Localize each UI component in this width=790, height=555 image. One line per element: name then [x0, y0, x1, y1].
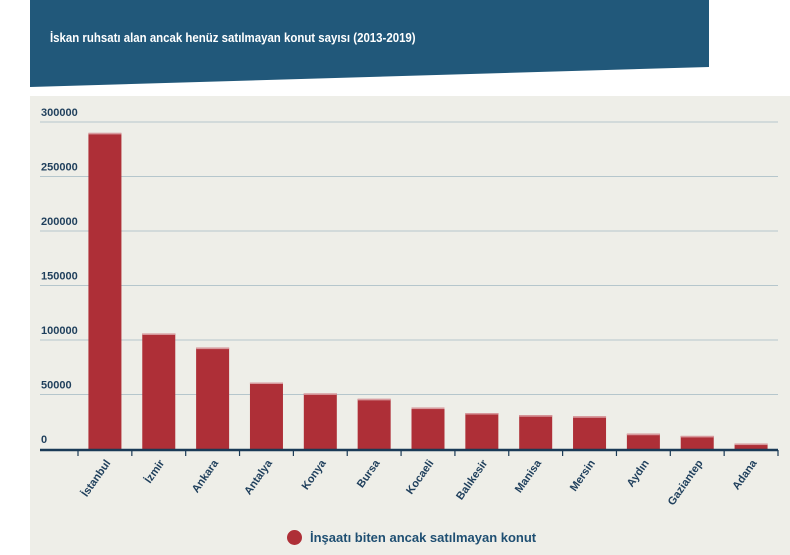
- x-tick-label: Gaziantep: [666, 458, 706, 508]
- bar-highlight: [680, 435, 714, 438]
- bar-highlight: [249, 382, 283, 385]
- bar-highlight: [734, 443, 768, 446]
- bar: [142, 333, 176, 449]
- bar-highlight: [303, 393, 337, 395]
- y-tick-label: 100000: [41, 325, 78, 337]
- bar: [573, 416, 607, 449]
- bar: [88, 132, 122, 449]
- bar-highlight: [142, 333, 176, 335]
- bar: [734, 443, 768, 449]
- bar-highlight: [519, 415, 553, 417]
- x-tick-label: Aydın: [625, 458, 652, 490]
- bar: [519, 415, 553, 449]
- y-tick-label: 0: [41, 434, 47, 446]
- y-tick-label: 250000: [41, 162, 78, 174]
- bar: [680, 435, 714, 449]
- chart-title: İskan ruhsatı alan ancak henüz satılmaya…: [50, 30, 416, 45]
- legend: İnşaatı biten ancak satılmayan konut: [287, 530, 536, 545]
- x-tick-label: Konya: [300, 457, 330, 492]
- bar: [249, 382, 283, 449]
- title-banner: [30, 0, 709, 87]
- x-tick-label: Bursa: [355, 457, 383, 490]
- legend-label: İnşaatı biten ancak satılmayan konut: [310, 530, 537, 545]
- y-tick-label: 200000: [41, 216, 78, 228]
- bar: [626, 433, 660, 449]
- bar-highlight: [411, 407, 445, 410]
- x-tick-label: Adana: [730, 457, 760, 492]
- x-tick-label: Mersin: [568, 458, 598, 494]
- x-tick-label: İstanbul: [79, 457, 114, 499]
- x-tick-label: Balıkesir: [454, 457, 491, 502]
- x-tick-label: Ankara: [190, 457, 222, 495]
- bar-highlight: [626, 433, 660, 436]
- bar: [303, 393, 337, 449]
- bar-highlight: [573, 416, 607, 418]
- chart-panel: [30, 96, 790, 555]
- bar-highlight: [196, 347, 230, 350]
- x-tick-label: Manisa: [513, 457, 545, 495]
- bar: [411, 407, 445, 449]
- legend-marker: [287, 530, 302, 545]
- x-tick-label: Antalya: [242, 457, 275, 497]
- x-tick-label: İzmir: [142, 457, 168, 486]
- bar: [465, 413, 499, 449]
- y-tick-label: 150000: [41, 271, 78, 283]
- bar-highlight: [357, 398, 391, 401]
- bar-highlight: [465, 413, 499, 415]
- bar: [196, 347, 230, 449]
- bar: [357, 398, 391, 449]
- bar-highlight: [88, 132, 122, 135]
- x-tick-label: Kocaeli: [404, 458, 436, 497]
- y-tick-label: 50000: [41, 380, 72, 392]
- y-tick-label: 300000: [41, 107, 78, 119]
